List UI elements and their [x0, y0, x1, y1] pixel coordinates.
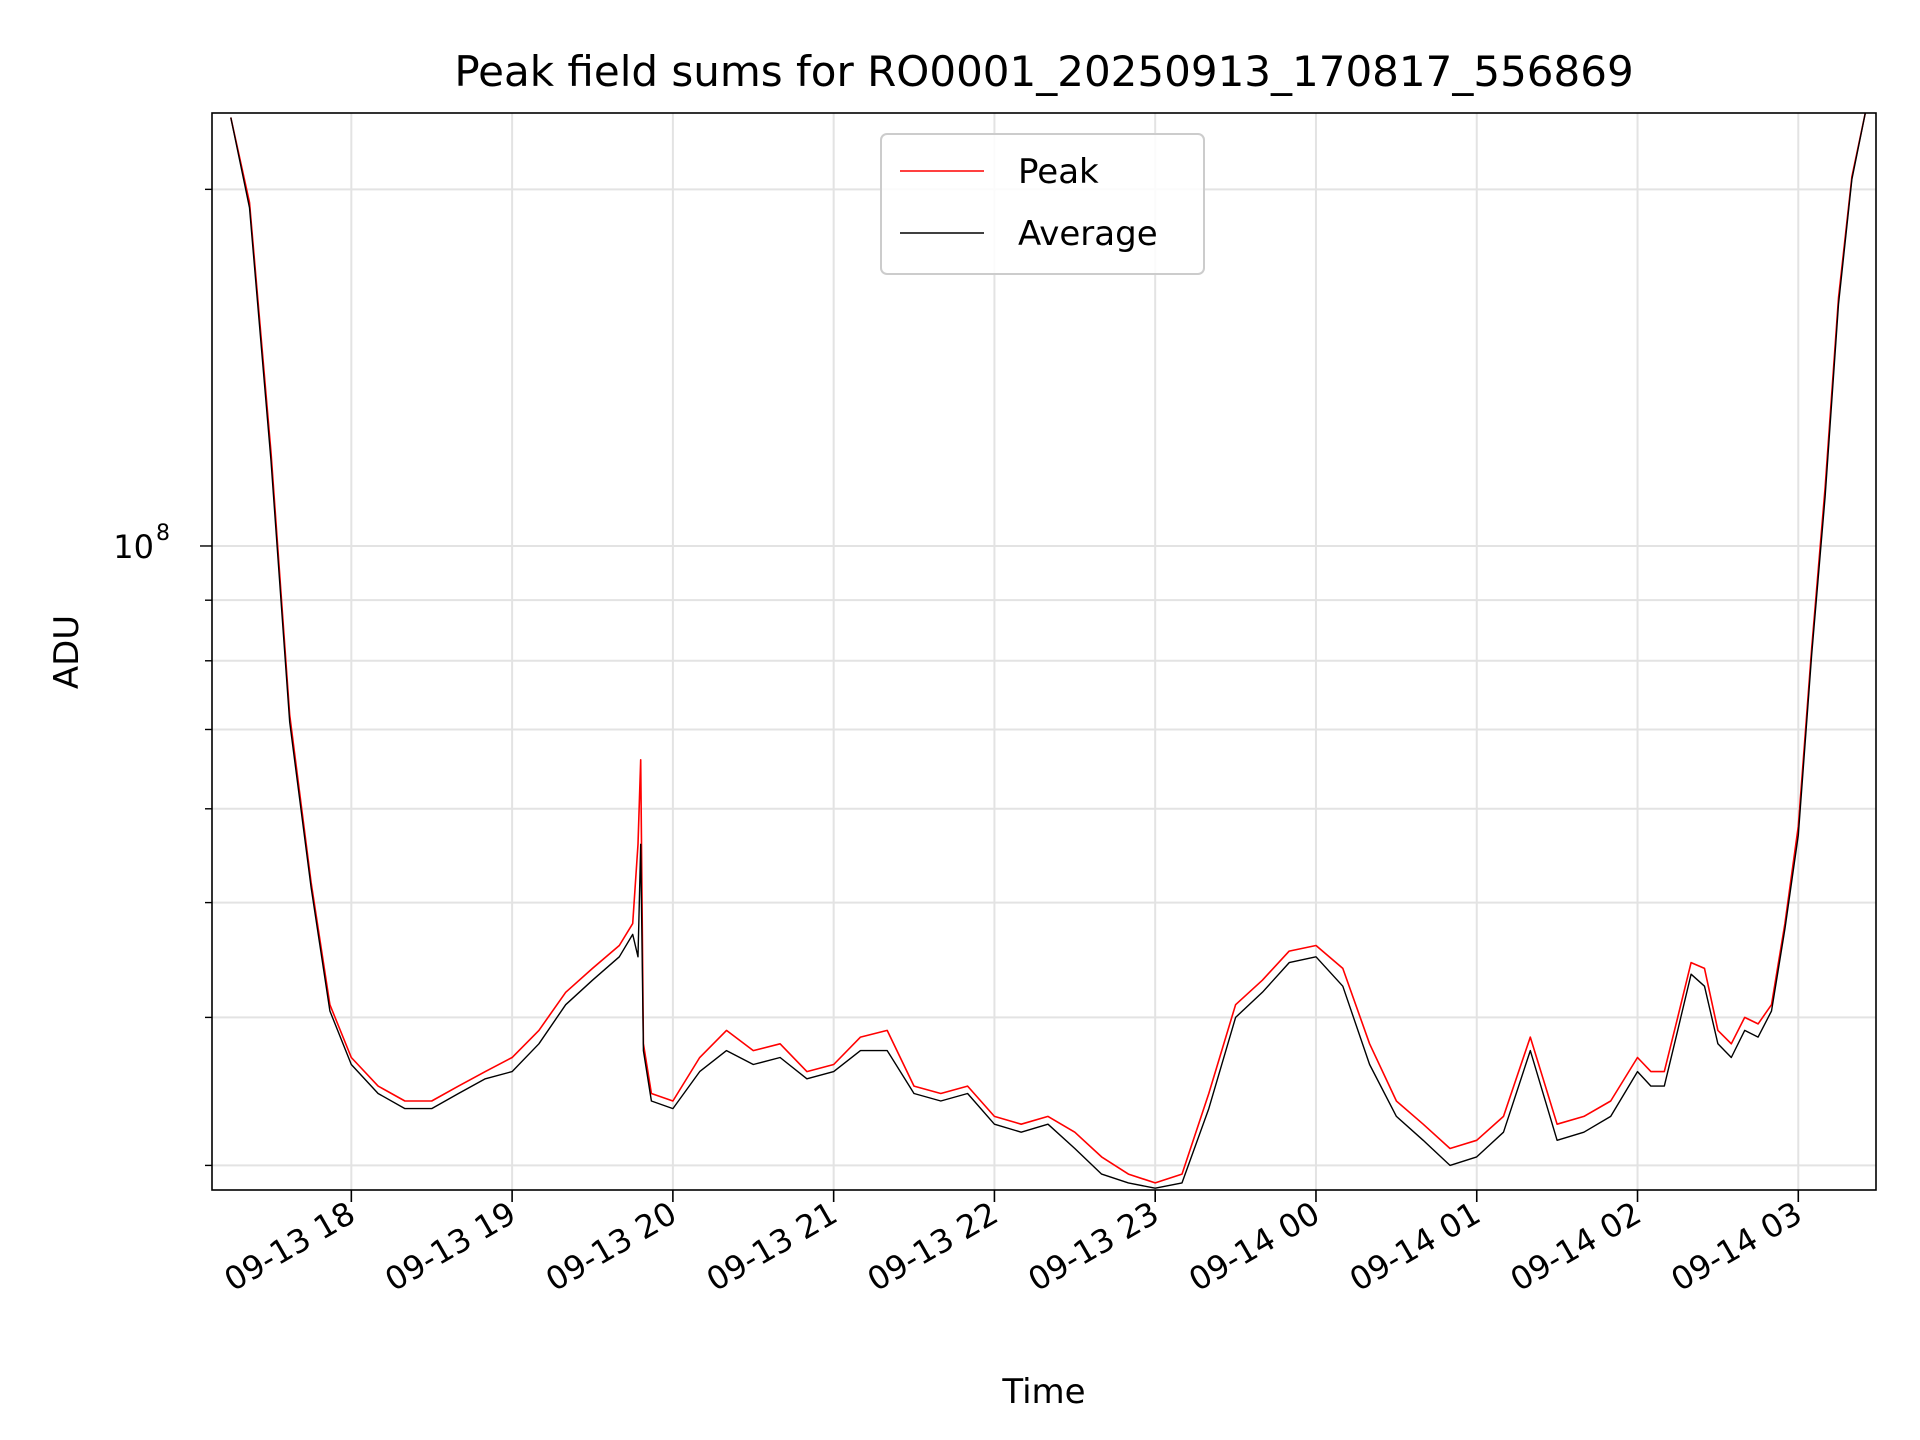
legend-label-average: Average [1018, 214, 1158, 254]
series-line-peak [230, 113, 1867, 1184]
legend-label-peak: Peak [1018, 152, 1099, 192]
legend-box [880, 133, 1205, 275]
series-lines [230, 113, 1867, 1189]
y-axis-label: ADU [47, 615, 87, 689]
y-tick-label-exponent: 8 [156, 521, 170, 546]
x-axis-label: Time [1001, 1372, 1085, 1412]
grid-lines [212, 113, 1876, 1190]
y-tick-label-base: 10 [113, 528, 154, 566]
y-axis: 10 8 [113, 188, 212, 1167]
legend: Peak Average [880, 133, 1205, 275]
chart-title: Peak field sums for RO0001_20250913_1708… [454, 47, 1633, 96]
plot-frame [211, 112, 1877, 1191]
series-line-average [230, 113, 1866, 1189]
